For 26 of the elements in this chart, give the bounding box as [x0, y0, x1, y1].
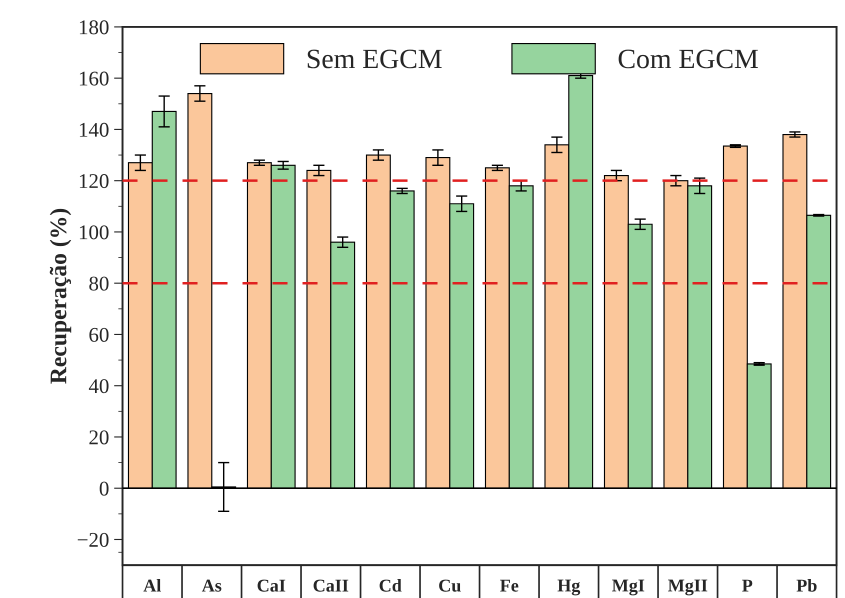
y-tick-label: 20: [89, 430, 109, 444]
legend-label: Com EGCM: [618, 50, 758, 68]
x-tick-label: As: [202, 580, 222, 592]
x-tick-label: P: [742, 580, 752, 592]
x-tick-label: Cu: [439, 580, 461, 592]
x-tick-label: Fe: [500, 580, 518, 592]
y-tick-label: 0: [100, 482, 109, 496]
y-tick-label: 60: [89, 328, 109, 342]
y-tick-label: −20: [78, 532, 109, 547]
x-tick-label: Al: [143, 579, 161, 592]
x-tick-label: Hg: [558, 580, 580, 596]
y-tick-label: 80: [89, 276, 109, 291]
y-tick-label: 120: [80, 174, 109, 188]
y-axis-title: Recuperação (%): [50, 208, 72, 384]
y-tick-label: 140: [80, 122, 109, 137]
y-tick-label: 160: [80, 72, 109, 86]
y-tick-label: 40: [88, 379, 109, 394]
x-tick-label: Cd: [380, 579, 402, 592]
x-tick-label: MgII: [668, 580, 708, 596]
x-tick-label: CaII: [314, 580, 348, 592]
y-tick-label: 100: [80, 225, 109, 240]
legend-label: Sem EGCM: [308, 50, 442, 68]
x-tick-label: Pb: [796, 579, 817, 592]
y-tick-label: 180: [80, 20, 109, 34]
x-tick-label: MgI: [612, 580, 644, 596]
x-tick-label: CaI: [258, 580, 286, 592]
